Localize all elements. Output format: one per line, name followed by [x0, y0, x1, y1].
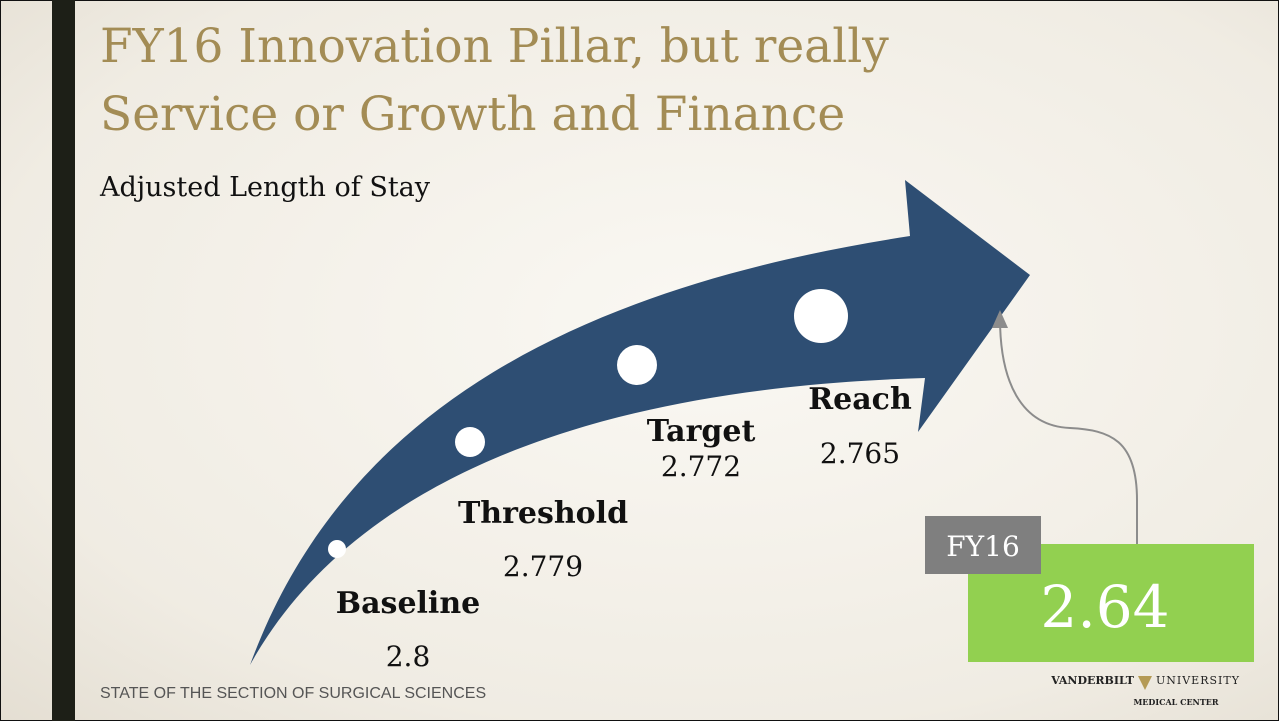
title-line: Service or Growth and Finance — [100, 87, 845, 142]
milestone-value: 2.772 — [661, 450, 741, 483]
milestone-dot — [328, 540, 346, 558]
milestone-value: 2.779 — [503, 550, 583, 583]
milestone-label: Reach — [808, 382, 912, 417]
milestone-label: Baseline — [336, 586, 480, 621]
side-bar — [52, 0, 75, 721]
result-tag — [925, 516, 1041, 574]
milestone-dot — [794, 289, 848, 343]
footer: STATE OF THE SECTION OF SURGICAL SCIENCE… — [100, 685, 486, 702]
milestone-value: 2.765 — [820, 437, 900, 470]
logo-mark — [1138, 676, 1152, 690]
connector — [992, 310, 1138, 544]
result-label: FY16 — [946, 530, 1020, 563]
logo-text: VANDERBILT — [1050, 674, 1135, 687]
result-value: 2.64 — [1040, 573, 1169, 641]
milestone-dot — [617, 345, 657, 385]
milestone-label: Target — [647, 414, 756, 449]
subtitle: Adjusted Length of Stay — [99, 172, 431, 203]
milestone-dot — [455, 427, 485, 457]
logo-text: UNIVERSITY — [1156, 674, 1240, 687]
title-line: FY16 Innovation Pillar, but really — [100, 19, 889, 74]
milestone-value: 2.8 — [386, 640, 431, 673]
milestone-label: Threshold — [458, 496, 628, 531]
logo-text: MEDICAL CENTER — [1133, 697, 1218, 707]
